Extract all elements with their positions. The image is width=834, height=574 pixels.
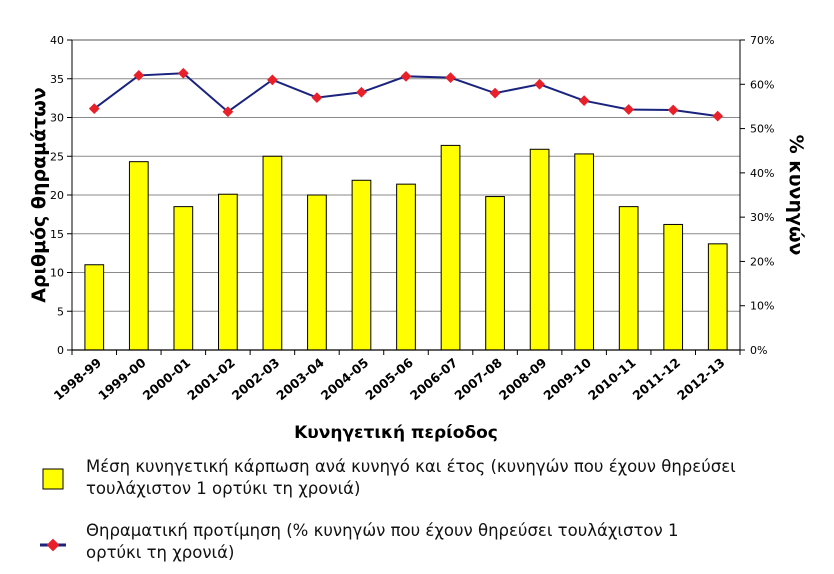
right-tick-label: 70%: [750, 34, 774, 47]
x-tick-label: 2003-04: [273, 355, 327, 404]
y-axis-label-right: % κυνηγών: [785, 135, 807, 256]
right-tick-label: 50%: [750, 123, 774, 136]
bar: [574, 153, 594, 351]
bar: [707, 243, 728, 351]
line-point: [445, 72, 456, 84]
x-tick-label: 2011-12: [630, 355, 684, 403]
x-tick-label: 2006-07: [407, 355, 461, 403]
x-tick-label: 2004-05: [318, 355, 372, 403]
left-tick-label: 10: [50, 267, 64, 280]
bar: [663, 223, 684, 351]
y-axis-label-left: Αριθμός θηραμάτων: [28, 87, 50, 303]
line-point: [400, 70, 412, 82]
right-tick-label: 40%: [750, 167, 774, 180]
x-tick-label: 2005-06: [362, 355, 416, 404]
left-tick-label: 15: [50, 228, 64, 241]
right-axis-ticks: 0% 10% 20% 30% 40% 50% 60% 70%: [740, 34, 774, 357]
x-tick-label: 2002-03: [229, 355, 283, 403]
left-tick-label: 30: [50, 112, 64, 125]
left-tick-label: 35: [50, 73, 64, 86]
right-tick-label: 60%: [750, 78, 774, 91]
x-tick-label: 2000-01: [140, 355, 194, 403]
bar: [84, 264, 105, 351]
x-axis-ticks: 1998-991999-002000-012001-022002-032003-…: [51, 350, 741, 404]
legend-swatch-line: [40, 538, 66, 552]
bar: [307, 194, 327, 351]
x-tick-label: 1999-00: [95, 355, 149, 404]
bar: [173, 206, 194, 351]
legend-label-bars: Μέση κυνηγετική κάρπωση ανά κυνηγό και έ…: [86, 457, 736, 498]
bar-series: [84, 144, 728, 351]
line-point: [489, 87, 501, 99]
bar: [396, 183, 416, 351]
right-tick-label: 30%: [750, 211, 774, 224]
right-tick-label: 0%: [750, 344, 767, 357]
line-point: [177, 67, 189, 79]
x-tick-label: 2010-11: [585, 355, 639, 403]
bar: [262, 155, 283, 351]
left-tick-label: 40: [50, 34, 64, 47]
x-tick-label: 2001-02: [184, 355, 238, 403]
right-tick-label: 10%: [750, 300, 774, 313]
line-point: [88, 103, 100, 115]
bar: [618, 206, 639, 351]
x-tick-label: 2008-09: [496, 355, 550, 403]
left-axis-ticks: 0 5 10 15 20 25 30 35 40: [50, 34, 72, 357]
left-tick-label: 5: [57, 305, 64, 318]
x-tick-label: 2007-08: [451, 355, 505, 403]
bar: [128, 161, 149, 351]
x-axis-label: Κυνηγετική περίοδος: [294, 423, 498, 443]
bar: [485, 196, 505, 351]
left-tick-label: 20: [50, 189, 64, 202]
bar: [529, 148, 550, 351]
legend-swatch-bars: [42, 468, 64, 490]
left-tick-label: 25: [50, 150, 64, 163]
x-tick-label: 1998-99: [51, 355, 105, 403]
x-tick-label: 2009-10: [540, 355, 594, 404]
x-tick-label: 2012-13: [674, 355, 728, 403]
line-point: [623, 104, 635, 115]
left-tick-label: 0: [57, 344, 64, 357]
bar: [218, 193, 238, 351]
line-point: [356, 86, 367, 98]
bar: [440, 144, 461, 351]
right-tick-label: 20%: [750, 255, 774, 268]
legend-label-line: Θηραματική προτίμηση (% κυνηγών που έχου…: [86, 521, 679, 562]
bar: [351, 179, 372, 351]
